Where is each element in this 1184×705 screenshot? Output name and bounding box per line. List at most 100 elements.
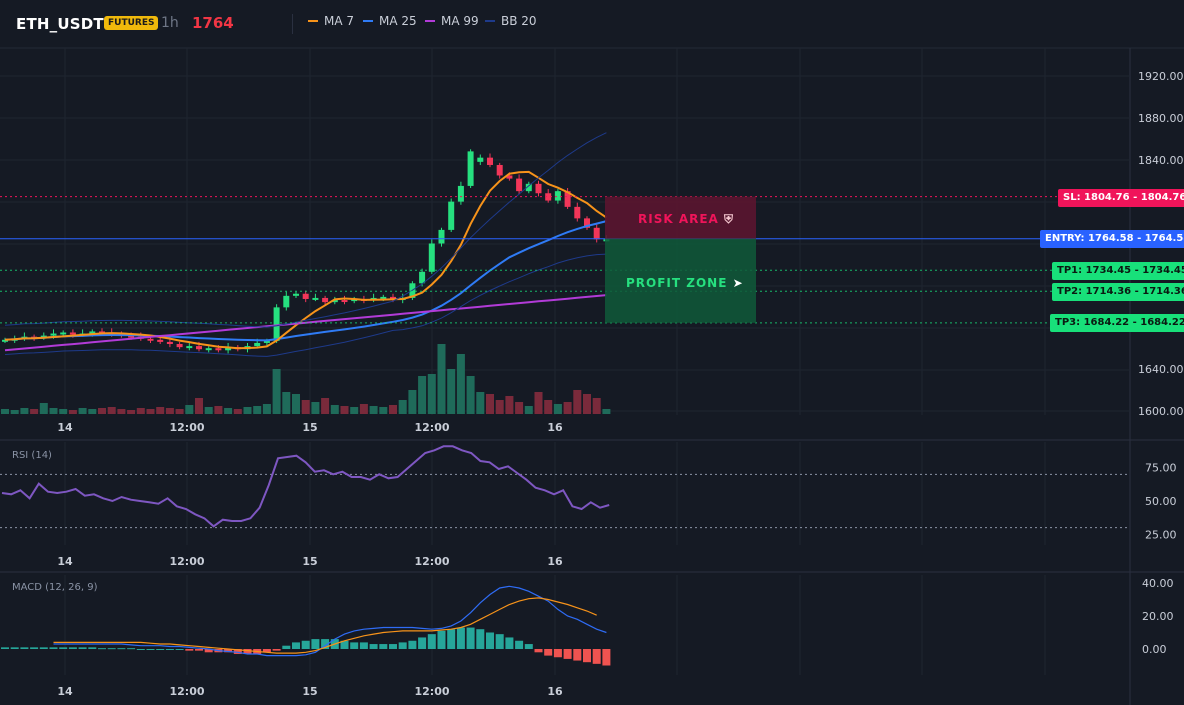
volume-bar <box>68 410 77 414</box>
macd-histogram-bar <box>369 644 378 649</box>
macd-histogram-bar <box>195 649 203 651</box>
chart-header: ETH_USDT FUTURES 1h 1764 MA 7 MA 25 MA 9… <box>0 0 1184 48</box>
macd-histogram-bar <box>107 648 116 650</box>
volume-bar <box>505 396 514 414</box>
rocket-icon: ➤ <box>732 276 744 290</box>
macd-histogram-bar <box>88 647 97 649</box>
candle <box>535 183 542 194</box>
volume-bar <box>427 374 436 414</box>
volume-bar <box>1 409 9 414</box>
tp3-tag-value: 1684.22 <box>1140 317 1184 328</box>
ma25-swatch <box>363 20 373 22</box>
sl-tag-value: 1804.76 <box>1140 192 1184 203</box>
legend-bb20[interactable]: BB 20 <box>485 14 537 28</box>
legend-ma99[interactable]: MA 99 <box>425 14 479 28</box>
candle <box>254 342 261 347</box>
entry-tag-label: ENTRY: 1764.58 <box>1045 233 1134 244</box>
legend-ma25[interactable]: MA 25 <box>363 14 417 28</box>
volume-bar <box>534 392 543 414</box>
volume-bar <box>369 406 378 414</box>
tp3-tag[interactable]: TP3: 1684.22 - 1684.22 <box>1050 314 1184 332</box>
volume-bar <box>20 408 29 414</box>
macd-histogram-bar <box>98 648 106 650</box>
candle <box>467 151 474 186</box>
volume-bar <box>379 407 388 414</box>
volume-bar <box>311 402 320 414</box>
volume-bar <box>321 398 330 414</box>
macd-histogram-bar <box>534 649 543 653</box>
profit-zone-label: PROFIT ZONE ➤ <box>626 276 744 290</box>
volume-bar <box>156 407 165 414</box>
macd-histogram-bar <box>59 647 68 649</box>
volume-bar <box>437 344 446 414</box>
ma7-line <box>4 170 607 350</box>
sl-tag[interactable]: SL: 1804.76 - 1804.76 <box>1058 189 1184 207</box>
volume-bar <box>592 398 601 414</box>
bb-lower-line <box>4 253 607 357</box>
candle <box>496 164 503 176</box>
candle <box>186 346 193 349</box>
volume-bar <box>10 410 19 414</box>
candle <box>302 293 309 299</box>
candle <box>60 332 67 335</box>
volume-bar <box>117 409 126 414</box>
symbol-title[interactable]: ETH_USDT <box>16 15 104 33</box>
volume-bar <box>243 407 252 414</box>
volume-bar <box>408 390 417 414</box>
macd-histogram-bar <box>262 649 271 653</box>
macd-histogram-bar <box>165 649 174 650</box>
candle <box>331 300 338 303</box>
time-axis-tick: 12:00 <box>414 421 449 434</box>
volume-bar <box>98 408 106 414</box>
volume-bar <box>78 408 87 414</box>
tp2-tag-label: TP2: 1714.36 <box>1057 286 1132 297</box>
macd-histogram-bar <box>175 649 184 650</box>
last-price: 1764 <box>192 14 234 32</box>
candle <box>176 344 183 348</box>
volume-bar <box>447 369 456 414</box>
volume-bar <box>165 408 174 414</box>
candle <box>593 227 600 240</box>
candle <box>564 191 571 207</box>
entry-tag[interactable]: ENTRY: 1764.58 - 1764.58 <box>1040 230 1184 248</box>
volume-bar <box>456 354 465 414</box>
candle <box>273 307 280 341</box>
macd-histogram-bar <box>20 647 29 649</box>
sl-tag-label: SL: 1804.76 <box>1063 192 1130 203</box>
volume-bar <box>389 405 397 414</box>
volume-bar <box>253 406 262 414</box>
candle <box>69 332 76 335</box>
price-axis-tick: 1880.00 <box>1138 112 1184 125</box>
time-axis-tick: 12:00 <box>169 685 204 698</box>
macd-histogram-bar <box>524 644 533 649</box>
volume-bar <box>30 409 39 414</box>
macd-histogram-bar <box>243 649 252 654</box>
macd-histogram-bar <box>456 627 465 649</box>
bb20-swatch <box>485 20 495 22</box>
macd-signal-line <box>53 597 597 654</box>
macd-histogram-bar <box>1 647 9 649</box>
tp2-tag[interactable]: TP2: 1714.36 - 1714.36 <box>1052 283 1184 301</box>
bb-upper-line <box>4 132 607 328</box>
volume-bar <box>224 408 233 414</box>
price-axis-tick: 1840.00 <box>1138 154 1184 167</box>
macd-histogram-bar <box>340 640 349 649</box>
macd-histogram-bar <box>136 649 145 650</box>
candle <box>341 300 348 303</box>
macd-histogram-bar <box>49 647 58 649</box>
macd-histogram-bar <box>495 634 504 649</box>
legend-ma7[interactable]: MA 7 <box>308 14 354 28</box>
volume-bar <box>398 400 407 414</box>
tp1-tag[interactable]: TP1: 1734.45 - 1734.45 <box>1052 262 1184 280</box>
candle <box>419 271 426 284</box>
volume-bar <box>544 400 553 414</box>
rsi-line <box>1 445 610 528</box>
ma7-swatch <box>308 20 318 22</box>
candle <box>457 185 464 202</box>
macd-histogram-bar <box>398 642 407 649</box>
macd-histogram-bar <box>272 649 281 651</box>
timeframe-label[interactable]: 1h <box>161 15 179 31</box>
candle <box>283 295 290 308</box>
macd-histogram-bar <box>544 649 553 656</box>
